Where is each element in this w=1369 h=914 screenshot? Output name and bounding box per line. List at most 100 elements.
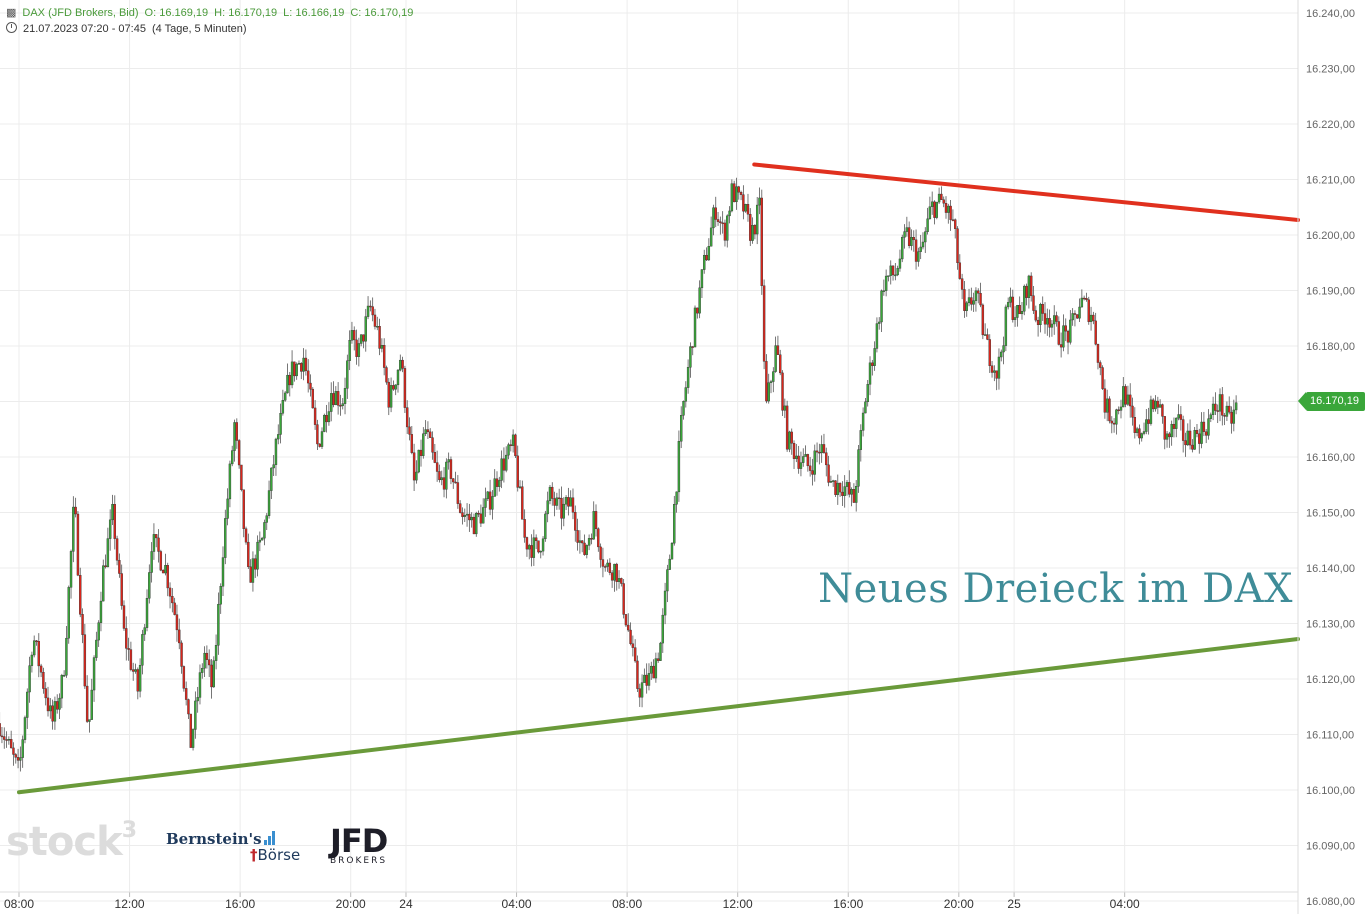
candle <box>875 317 879 353</box>
time-range: 21.07.2023 07:20 - 07:45 <box>23 23 146 35</box>
candle <box>486 490 489 501</box>
candle <box>848 470 851 498</box>
candle-body <box>1057 321 1061 345</box>
candle-body <box>201 667 204 673</box>
candle <box>454 471 457 484</box>
candle-body <box>173 602 176 615</box>
candle-body <box>684 387 688 402</box>
candle-body <box>569 497 572 507</box>
candle-body <box>113 504 116 539</box>
candle-body <box>463 515 466 517</box>
candle <box>1064 318 1067 342</box>
y-tick-label: 16.180,00 <box>1306 341 1355 353</box>
y-tick-label: 16.130,00 <box>1306 619 1355 631</box>
candle <box>210 659 213 699</box>
candle <box>670 541 674 560</box>
candle <box>327 402 331 426</box>
candle <box>696 307 699 319</box>
candle-body <box>277 434 280 440</box>
candle <box>983 323 987 336</box>
support-trend-line[interactable] <box>17 637 1300 795</box>
candle-body <box>341 403 344 406</box>
candle-body <box>221 557 225 587</box>
candle-body <box>131 669 135 672</box>
candle <box>475 511 478 537</box>
candle <box>785 400 789 452</box>
time-header: 21.07.2023 07:20 - 07:45 (4 Tage, 5 Minut… <box>6 22 253 35</box>
candle-body <box>1165 433 1169 440</box>
candle-body <box>693 307 697 348</box>
candle <box>339 394 342 416</box>
candle <box>907 221 911 249</box>
y-tick-label: 16.100,00 <box>1306 785 1355 797</box>
candle <box>424 420 427 437</box>
candle <box>652 659 655 679</box>
candle <box>205 645 209 669</box>
candle <box>293 361 296 382</box>
candle <box>380 338 384 353</box>
candle-body <box>1186 430 1189 446</box>
candle-body <box>1025 285 1028 298</box>
candle-body <box>597 528 600 548</box>
candle <box>1039 302 1042 333</box>
candle <box>1223 412 1226 426</box>
candle <box>1230 406 1233 434</box>
candle <box>917 247 920 267</box>
candle <box>1094 312 1097 346</box>
x-tick-label: 16:00 <box>225 897 255 911</box>
candle-body <box>399 359 402 371</box>
candle <box>1041 296 1044 321</box>
candle-body <box>686 367 690 388</box>
candle-body <box>1133 417 1137 433</box>
candle-body <box>159 551 163 571</box>
candle <box>106 527 110 568</box>
candle <box>963 280 966 318</box>
candle <box>341 398 344 410</box>
candle <box>592 501 595 540</box>
candle-body <box>198 672 202 698</box>
candle <box>795 443 798 463</box>
candle-body <box>894 274 897 277</box>
candle-body <box>343 388 347 404</box>
candle-body <box>887 275 890 277</box>
candle <box>479 504 483 528</box>
candle-body <box>541 538 545 552</box>
candle <box>951 209 955 222</box>
candle <box>495 471 499 496</box>
candle <box>675 491 678 513</box>
candle-body <box>907 227 911 246</box>
y-tick-label: 16.160,00 <box>1306 452 1355 464</box>
candle-body <box>661 614 664 644</box>
symbol-label[interactable]: DAX (JFD Brokers, Bid) <box>22 7 139 19</box>
candle <box>254 554 257 578</box>
candle <box>198 664 202 705</box>
candle <box>1170 420 1173 446</box>
candle <box>304 349 308 376</box>
candle-body <box>493 478 496 497</box>
candle <box>1099 360 1102 376</box>
candle-body <box>627 624 630 631</box>
candle <box>35 639 38 646</box>
y-axis: 16.080,00 16.090,00 16.100,00 16.110,00 16.1… <box>1297 0 1355 914</box>
candle <box>1082 295 1086 301</box>
candle-body <box>1168 433 1171 438</box>
candle-body <box>224 518 227 558</box>
candle <box>348 330 351 371</box>
candle <box>226 488 229 526</box>
candle-body <box>905 227 909 232</box>
candle-body <box>884 275 888 291</box>
candle <box>924 227 927 254</box>
resistance-trend-line[interactable] <box>752 162 1300 223</box>
candle-body <box>599 546 602 560</box>
candle-body <box>212 660 215 688</box>
candle-body <box>293 361 296 377</box>
candle-body <box>983 334 987 336</box>
candle-body <box>979 293 982 306</box>
candle <box>422 427 425 459</box>
candle-body <box>530 545 533 558</box>
candle <box>3 727 6 749</box>
candle <box>1228 396 1231 415</box>
bars-icon <box>264 831 276 845</box>
candle <box>12 742 15 766</box>
y-tick-label: 16.210,00 <box>1306 175 1355 187</box>
